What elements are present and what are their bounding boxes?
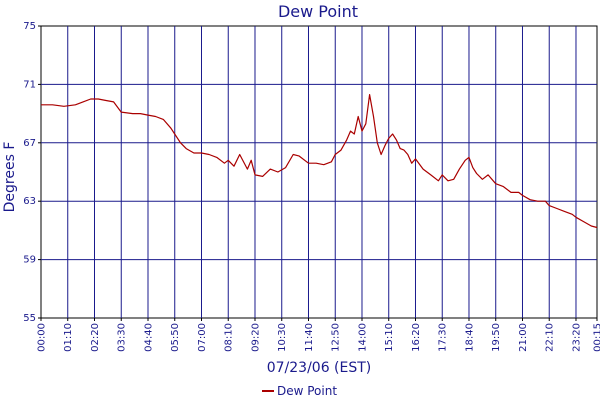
x-tick-label: 10:30: [277, 323, 288, 352]
y-tick-label: 75: [23, 21, 36, 32]
x-tick-label: 23:20: [571, 323, 582, 352]
x-tick-label: 04:40: [143, 323, 154, 352]
y-tick-label: 55: [23, 313, 36, 324]
x-axis-label: 07/23/06 (EST): [267, 360, 372, 376]
x-tick-label: 22:10: [545, 323, 556, 352]
x-tick-label: 03:30: [117, 323, 128, 352]
legend-label-dew-point: Dew Point: [277, 384, 337, 398]
x-tick-label: 19:50: [491, 323, 502, 352]
x-tick-label: 12:50: [331, 323, 342, 352]
x-tick-label: 14:00: [357, 323, 368, 352]
x-tick-label: 05:50: [170, 323, 181, 352]
x-tick-label: 21:00: [518, 323, 529, 352]
grid: [41, 26, 597, 318]
y-tick-label: 71: [23, 79, 36, 90]
x-tick-label: 15:10: [384, 323, 395, 352]
x-tick-label: 18:40: [464, 323, 475, 352]
series: [41, 93, 598, 229]
x-tick-label: 11:40: [304, 323, 315, 352]
y-tick-label: 67: [23, 138, 36, 149]
x-tick-label: 09:20: [250, 323, 261, 352]
y-tick-label: 59: [23, 255, 36, 266]
series-line-dew-point: [41, 93, 598, 229]
plot-area: [40, 25, 598, 319]
chart-title: Dew Point: [278, 2, 358, 21]
x-tick-label: 00:00: [37, 323, 48, 352]
x-tick-label: 16:20: [411, 323, 422, 352]
x-tick-label: 17:30: [438, 323, 449, 352]
y-tick-label: 63: [23, 196, 36, 207]
legend: Dew Point: [262, 384, 337, 398]
x-tick-label: 00:15: [593, 323, 600, 352]
y-axis-label: Degrees F: [2, 142, 18, 213]
x-tick-label: 02:20: [90, 323, 101, 352]
y-ticks: 55 59 63 67 71 75: [23, 21, 41, 324]
x-ticks: 00:00 01:10 02:20 03:30 04:40 05:50 07:00 08:10…: [37, 318, 600, 352]
x-tick-label: 01:10: [63, 323, 74, 352]
x-tick-label: 08:10: [224, 323, 235, 352]
x-tick-label: 07:00: [197, 323, 208, 352]
